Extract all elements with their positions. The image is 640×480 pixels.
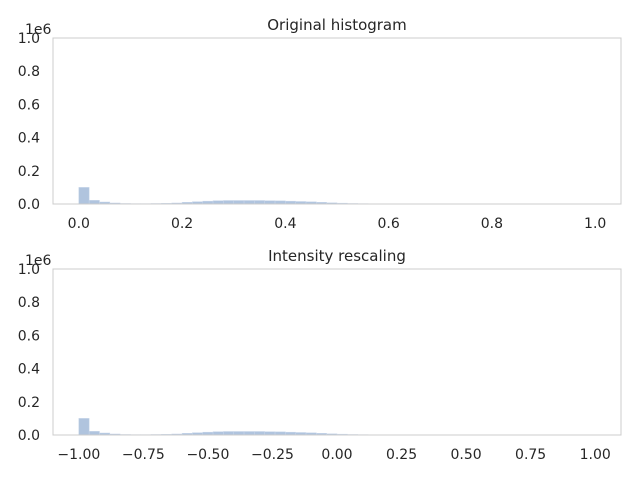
histogram-bar-original [88,200,100,205]
axes-frame-original [52,37,622,205]
y-tick-label-original: 0.0 [18,197,40,213]
y-tick-label-rescaled: 1.0 [18,262,40,278]
histogram-bar-original [243,200,255,205]
histogram-bar-rescaled [254,431,265,436]
y-tick-labels-rescaled: 0.0 0.2 0.4 0.6 0.8 1.0 [18,262,40,444]
bars-original [78,187,596,205]
histogram-bar-rescaled [78,418,90,436]
histogram-bar-rescaled [223,431,234,436]
histogram-panel-original: Original histogram 1e6 0.0 0.2 0.4 0.6 0.8 1.… [18,16,622,232]
histogram-bar-rescaled [88,431,100,436]
y-tick-label-original: 0.4 [18,131,40,147]
y-tick-label-original: 1.0 [18,31,40,47]
axes-frame-rescaled [52,268,622,436]
y-tick-label-rescaled: 0.6 [18,328,40,344]
x-tick-labels-rescaled: −1.00 −0.75 −0.50 −0.25 0.00 0.25 0.50 0.75 1.00 [57,447,610,463]
histogram-bar-original [223,200,234,205]
chart-title-original: Original histogram [267,16,407,34]
histogram-bar-original [233,200,245,205]
histogram-bar-original [78,187,90,205]
histogram-bar-rescaled [243,431,255,436]
x-tick-label-rescaled: 0.50 [451,447,482,463]
x-tick-label-original: 1.0 [584,216,606,232]
x-tick-label-original: 0.8 [481,216,503,232]
y-tick-label-original: 0.8 [18,64,40,80]
x-tick-label-original: 0.4 [274,216,296,232]
y-tick-label-rescaled: 0.0 [18,428,40,444]
histogram-bar-rescaled [233,431,245,436]
histogram-panel-rescaled: Intensity rescaling 1e6 −1.00 −0.75 −0.50−… [18,247,622,463]
x-tick-label-original: 0.0 [68,216,90,232]
chart-title-rescaled: Intensity rescaling [268,247,406,265]
x-tick-label-original: 0.2 [171,216,193,232]
x-tick-labels-original: 0.0 0.2 0.4 0.6 0.8 1.0 [68,216,607,232]
x-tick-label-rescaled: −0.75 [122,447,165,463]
y-offset-label-rescaled: 1e6 [25,253,52,269]
y-offset-label-original: 1e6 [25,22,52,38]
x-tick-label-rescaled: 0.00 [321,447,352,463]
y-tick-label-rescaled: 0.8 [18,295,40,311]
x-tick-label-rescaled: 0.25 [386,447,417,463]
y-tick-label-original: 0.2 [18,164,40,180]
x-tick-label-rescaled: −1.00 [57,447,100,463]
x-tick-label-rescaled: 1.00 [580,447,611,463]
y-tick-label-original: 0.6 [18,97,40,113]
x-tick-label-rescaled: 0.75 [515,447,546,463]
x-tick-label-rescaled: −0.25 [251,447,294,463]
x-tick-label-rescaled: −0.50 [186,447,229,463]
histogram-bar-original [254,200,265,205]
y-tick-labels-original: 0.0 0.2 0.4 0.6 0.8 1.0 [18,31,40,213]
y-tick-label-rescaled: 0.2 [18,395,40,411]
bars-rescaled [78,418,596,436]
y-tick-label-rescaled: 0.4 [18,362,40,378]
x-tick-label-original: 0.6 [378,216,400,232]
